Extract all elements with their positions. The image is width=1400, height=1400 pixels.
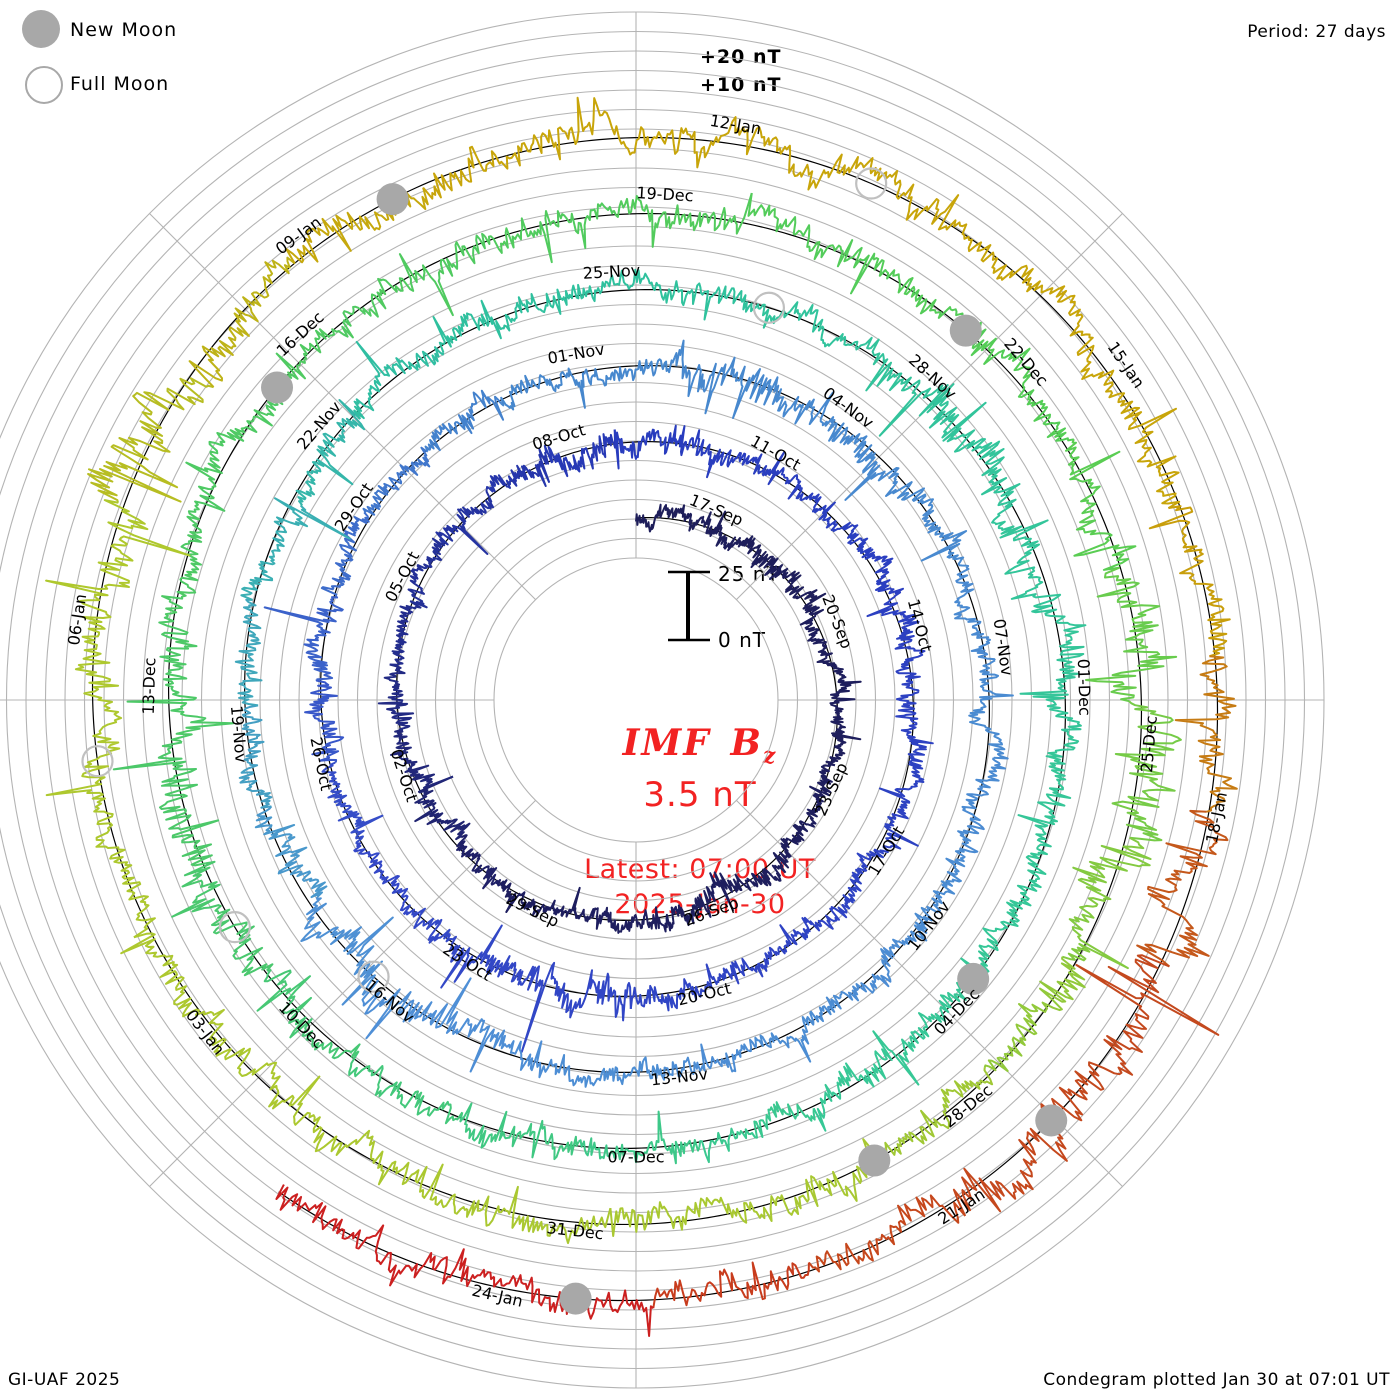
new-moon-marker (1035, 1104, 1068, 1137)
full-moon-swatch (25, 66, 63, 104)
new-moon-marker (261, 371, 294, 404)
full-moon-marker (855, 167, 888, 200)
svg-text:01-Nov: 01-Nov (546, 339, 606, 367)
date-label: 19-Nov (227, 705, 251, 764)
full-moon-marker (81, 745, 114, 778)
date-label: 26-Oct (306, 735, 335, 792)
svg-text:13-Dec: 13-Dec (139, 657, 160, 715)
svg-text:25-Dec: 25-Dec (1137, 715, 1161, 774)
center-value: 3.5 nT (643, 775, 757, 815)
scalebar-bottom-label: 0 nT (718, 628, 766, 652)
date-label: 21-Jan (935, 1184, 989, 1228)
legend-label-new-moon: New Moon (70, 19, 178, 41)
date-label: 08-Oct (530, 420, 587, 454)
svg-text:08-Oct: 08-Oct (530, 420, 587, 454)
new-moon-marker (559, 1282, 592, 1315)
svg-text:19-Dec: 19-Dec (636, 183, 694, 205)
svg-text:21-Jan: 21-Jan (935, 1184, 989, 1228)
svg-text:07-Dec: 07-Dec (607, 1147, 664, 1166)
svg-text:25-Nov: 25-Nov (582, 261, 640, 283)
date-label: 26-Sep (682, 893, 741, 930)
svg-text:19-Nov: 19-Nov (227, 705, 251, 764)
date-label: 13-Dec (139, 657, 160, 715)
credit-label: GI-UAF 2025 (8, 1370, 121, 1390)
full-moon-marker (218, 911, 251, 944)
date-label: 25-Nov (582, 261, 640, 283)
bz-symbol: Bz (730, 722, 778, 770)
svg-text:26-Oct: 26-Oct (306, 735, 335, 792)
new-moon-marker (376, 183, 409, 216)
imf-label: IMF (622, 722, 711, 764)
period-label: Period: 27 days (1247, 22, 1386, 42)
svg-text:18-Jan: 18-Jan (1202, 790, 1231, 844)
center-title: IMF Bz (0, 722, 1400, 769)
svg-text:04-Nov: 04-Nov (820, 383, 878, 432)
svg-text:26-Sep: 26-Sep (682, 893, 741, 930)
svg-text:22-Nov: 22-Nov (293, 398, 345, 454)
date-label: 28-Nov (905, 350, 960, 403)
date-label: 22-Nov (293, 398, 345, 454)
moon-phase-markers (81, 167, 1068, 1315)
new-moon-marker (949, 314, 982, 347)
axis-tick-10nt: +10 nT (700, 74, 782, 96)
new-moon-swatch (22, 10, 60, 48)
date-label: 18-Jan (1202, 790, 1231, 844)
date-label: 29-Sep (503, 889, 562, 931)
legend-label-full-moon: Full Moon (70, 73, 170, 95)
plotted-label: Condegram plotted Jan 30 at 07:01 UT (1043, 1370, 1390, 1390)
date-label: 01-Nov (546, 339, 606, 367)
date-label: 01-Dec (1074, 658, 1095, 716)
svg-text:01-Dec: 01-Dec (1074, 658, 1095, 716)
new-moon-marker (957, 962, 990, 995)
date-label: 07-Dec (607, 1147, 664, 1166)
data-traces (45, 96, 1238, 1337)
date-label: 07-Nov (990, 617, 1017, 676)
date-label: 25-Dec (1137, 715, 1161, 774)
svg-text:07-Nov: 07-Nov (990, 617, 1017, 676)
full-moon-marker (752, 291, 786, 324)
date-label: 19-Dec (636, 183, 694, 205)
new-moon-marker (858, 1144, 891, 1177)
svg-text:29-Sep: 29-Sep (503, 889, 562, 931)
full-moon-marker (357, 960, 390, 993)
svg-text:28-Nov: 28-Nov (905, 350, 960, 403)
scale-bar (668, 570, 710, 642)
date-label: 04-Nov (820, 383, 878, 432)
